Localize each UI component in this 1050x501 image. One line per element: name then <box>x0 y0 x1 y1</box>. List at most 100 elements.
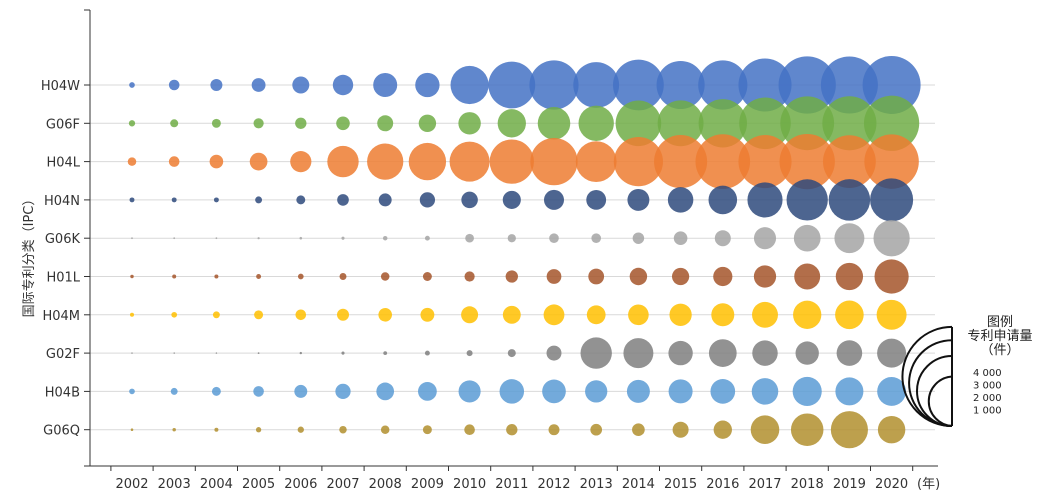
bubble-point <box>461 306 479 324</box>
bubble-point <box>628 304 649 326</box>
bubble-point <box>590 423 603 436</box>
bubble-point <box>341 236 345 240</box>
bubble-point <box>575 141 617 183</box>
bubble-point <box>130 428 134 431</box>
bubble-point <box>751 378 779 405</box>
bubble-point <box>667 187 694 213</box>
bubble-point <box>793 300 822 329</box>
bubble-point <box>870 178 914 222</box>
bubble-point <box>580 337 612 369</box>
x-axis-unit: (年) <box>917 477 940 492</box>
bubble-point <box>615 100 662 147</box>
bubble-point <box>747 182 783 218</box>
bubble-point <box>714 230 731 247</box>
bubble-point <box>668 340 693 366</box>
bubble-point <box>380 425 390 434</box>
bubble-point <box>295 309 307 321</box>
bubble-point <box>546 345 562 361</box>
bubble-point <box>422 272 432 281</box>
bubble-point <box>249 152 268 171</box>
bubble-point <box>450 65 489 105</box>
bubble-point <box>794 263 821 290</box>
bubble-point <box>464 271 475 282</box>
bubble-point <box>820 56 878 114</box>
bubble-point <box>257 352 260 354</box>
bubble-point <box>170 387 178 395</box>
bubble-point <box>578 105 614 141</box>
bubble-point <box>864 134 919 189</box>
bubble-point <box>698 99 747 148</box>
bubble-point <box>297 426 304 433</box>
legend-title: 图例 <box>987 315 1013 330</box>
bubble-point <box>254 310 264 320</box>
x-tick-label: 2009 <box>411 477 444 492</box>
bubble-point <box>129 197 135 203</box>
bubble-point <box>299 351 302 355</box>
x-tick-label: 2016 <box>706 477 739 492</box>
bubble-point <box>339 273 347 280</box>
y-tick-label: H04W <box>41 79 80 94</box>
bubble-point <box>253 118 264 129</box>
bubble-point <box>835 262 864 291</box>
bubble-point <box>537 107 571 140</box>
bubble-point <box>792 376 822 406</box>
bubble-point <box>835 300 864 330</box>
bubble-point <box>505 270 518 283</box>
bubble-point <box>131 237 133 240</box>
bubble-point <box>458 112 481 135</box>
bubble-point <box>211 386 221 396</box>
bubble-point <box>251 78 266 92</box>
bubble-point <box>210 79 223 91</box>
bubble-point <box>214 427 219 432</box>
bubble-point <box>129 388 135 395</box>
y-axis-title: 国际专利分类（IPC） <box>22 193 37 318</box>
bubble-point <box>502 305 521 324</box>
legend-subtitle: （件） <box>980 343 1019 358</box>
x-tick-label: 2015 <box>664 477 697 492</box>
bubble-point <box>585 380 608 403</box>
bubble-point <box>710 379 736 404</box>
bubble-point <box>172 427 176 432</box>
y-tick-label: G06Q <box>43 424 80 439</box>
bubble-point <box>873 220 910 257</box>
bubble-point <box>753 227 777 250</box>
bubble-point <box>708 339 737 367</box>
bubble-point <box>296 195 306 205</box>
x-tick-label: 2008 <box>369 477 402 492</box>
bubble-point <box>752 301 778 328</box>
bubble-point <box>127 157 137 166</box>
bubble-point <box>336 116 350 131</box>
bubble-point <box>623 338 654 369</box>
bubble-point <box>376 382 395 401</box>
bubble-point <box>632 232 645 244</box>
bubble-point <box>211 118 221 128</box>
legend-size-label: 3 000 <box>973 381 1002 392</box>
x-tick-label: 2013 <box>580 477 613 492</box>
bubble-point <box>591 233 601 243</box>
bubble-point <box>627 188 650 211</box>
bubble-point <box>877 338 907 368</box>
bubble-point <box>168 79 180 91</box>
bubble-point <box>378 193 392 207</box>
bubble-point <box>542 379 566 404</box>
bubble-point <box>256 274 262 279</box>
bubble-point <box>862 56 921 114</box>
y-tick-label: G06K <box>45 232 81 247</box>
bubble-point <box>708 185 738 215</box>
bubble-point <box>780 96 835 151</box>
bubble-point <box>656 60 705 110</box>
bubble-point <box>253 386 264 397</box>
bubble-point <box>420 307 435 322</box>
bubble-point <box>876 299 907 330</box>
bubble-point <box>836 340 863 366</box>
bubble-point <box>502 190 521 209</box>
bubble-point <box>299 236 303 240</box>
bubble-point <box>778 56 836 114</box>
bubble-point <box>294 384 308 398</box>
bubble-point <box>337 308 349 321</box>
bubble-point <box>671 267 690 286</box>
bubble-point <box>129 82 135 88</box>
x-tick-label: 2012 <box>537 477 570 492</box>
bubble-point <box>738 135 792 189</box>
